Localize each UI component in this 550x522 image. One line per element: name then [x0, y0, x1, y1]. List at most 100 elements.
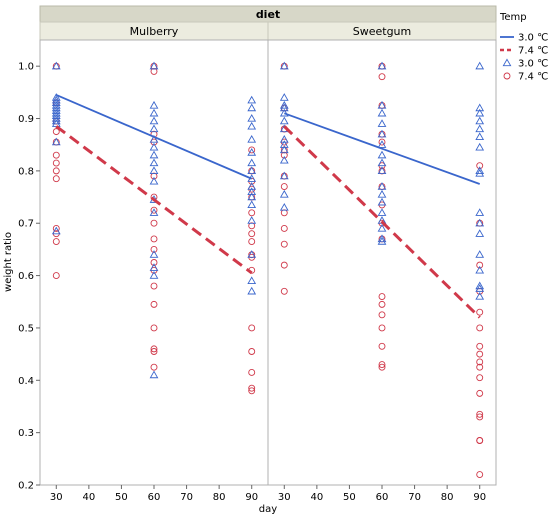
- plot-frame-mulberry: [39, 39, 269, 486]
- data-point-triangle: [247, 121, 257, 130]
- data-point-triangle: [475, 218, 485, 227]
- data-point-circle: [150, 345, 158, 353]
- data-point-circle: [378, 300, 386, 308]
- data-point-circle: [476, 471, 484, 478]
- data-point-circle: [476, 413, 484, 421]
- y-tick-label: 0.6: [18, 271, 34, 282]
- data-point-triangle: [149, 176, 159, 185]
- data-point-circle: [248, 146, 256, 154]
- data-point-triangle: [475, 265, 485, 274]
- data-point-triangle: [377, 61, 387, 70]
- x-tick-label: 70: [408, 492, 421, 503]
- data-point-triangle: [149, 166, 159, 175]
- x-tick-label: 70: [180, 492, 193, 503]
- data-point-circle: [248, 384, 256, 392]
- data-point-circle: [248, 209, 256, 217]
- data-point-triangle: [279, 140, 289, 148]
- data-point-triangle: [51, 98, 61, 106]
- fit-line-3-0: [283, 112, 481, 185]
- data-point-triangle: [149, 100, 159, 109]
- data-point-triangle: [279, 171, 289, 180]
- data-point-circle: [248, 230, 256, 238]
- data-point-triangle: [247, 158, 257, 167]
- data-point-circle: [280, 225, 288, 232]
- x-tick-label: 60: [376, 492, 389, 503]
- x-tick-label: 30: [278, 492, 291, 503]
- data-point-circle: [280, 240, 288, 248]
- y-tick-label: 0.3: [18, 428, 34, 439]
- data-point-triangle: [377, 100, 387, 109]
- data-point-circle: [378, 363, 386, 371]
- data-point-triangle: [377, 234, 387, 243]
- y-tick-label: 0.7: [18, 219, 34, 230]
- data-point-triangle: [247, 286, 257, 295]
- data-point-triangle: [279, 189, 289, 198]
- data-point-triangle: [475, 281, 485, 290]
- y-axis-title: weight ratio: [3, 232, 14, 292]
- data-point-triangle: [475, 166, 485, 175]
- data-point-triangle: [279, 116, 289, 125]
- data-point-circle: [378, 311, 386, 319]
- data-point-circle: [150, 348, 158, 355]
- data-point-circle: [378, 324, 386, 332]
- data-point-triangle: [51, 116, 61, 125]
- data-point-triangle: [475, 124, 485, 133]
- data-point-circle: [280, 151, 288, 159]
- y-tick-label: 0.2: [18, 481, 34, 492]
- data-point-triangle: [149, 263, 159, 271]
- data-point-triangle: [247, 192, 257, 201]
- x-tick-label: 30: [50, 492, 63, 503]
- data-point-circle: [150, 219, 158, 227]
- data-point-triangle: [377, 182, 387, 190]
- data-point-triangle: [247, 187, 257, 195]
- data-point-circle: [248, 348, 256, 355]
- fit-line-3-0: [55, 94, 253, 180]
- data-point-triangle: [51, 106, 61, 114]
- data-point-triangle: [247, 250, 257, 258]
- data-point-triangle: [475, 229, 485, 237]
- y-tick-label: 1.0: [18, 62, 34, 73]
- data-point-triangle: [377, 197, 387, 206]
- x-tick-label: 80: [441, 492, 454, 503]
- data-point-triangle: [247, 200, 257, 209]
- y-tick-label: 0.4: [18, 376, 34, 387]
- y-tick-label: 0.9: [18, 114, 34, 125]
- x-tick-label: 90: [245, 492, 258, 503]
- facet-title: diet: [256, 8, 280, 21]
- data-point-circle: [476, 410, 484, 418]
- data-point-triangle: [149, 134, 159, 143]
- data-point-circle: [378, 73, 386, 81]
- data-point-triangle: [149, 108, 159, 117]
- data-point-triangle: [377, 166, 387, 175]
- fit-lines: [55, 94, 481, 319]
- data-point-triangle: [279, 93, 289, 101]
- data-point-triangle: [475, 168, 485, 177]
- data-point-circle: [248, 368, 256, 376]
- x-tick-label: 40: [82, 492, 95, 503]
- data-point-circle: [52, 272, 60, 280]
- data-point-circle: [52, 128, 60, 136]
- data-point-triangle: [149, 124, 159, 133]
- data-point-circle: [280, 209, 288, 217]
- data-point-circle: [476, 363, 484, 371]
- data-point-triangle: [475, 142, 485, 151]
- data-point-circle: [476, 437, 484, 444]
- data-point-circle: [248, 238, 256, 246]
- data-point-triangle: [247, 166, 257, 175]
- panel-title-sweetgum: Sweetgum: [353, 25, 412, 38]
- data-point-triangle: [377, 237, 387, 245]
- legend: 3.0 ℃ 7.4 ℃ 3.0 ℃ 7.4 ℃: [500, 33, 548, 83]
- data-point-triangle: [149, 158, 159, 167]
- data-point-circle: [150, 172, 158, 180]
- data-point-triangle: [475, 132, 485, 141]
- legend-entry-label: 7.4 ℃: [518, 46, 548, 57]
- data-point-circle: [476, 350, 484, 358]
- data-point-circle: [280, 183, 288, 191]
- x-tick-label: 40: [310, 492, 323, 503]
- data-point-circle: [150, 363, 158, 371]
- data-point-circle: [150, 282, 158, 290]
- data-point-circle: [476, 389, 484, 397]
- data-point-triangle: [377, 158, 387, 167]
